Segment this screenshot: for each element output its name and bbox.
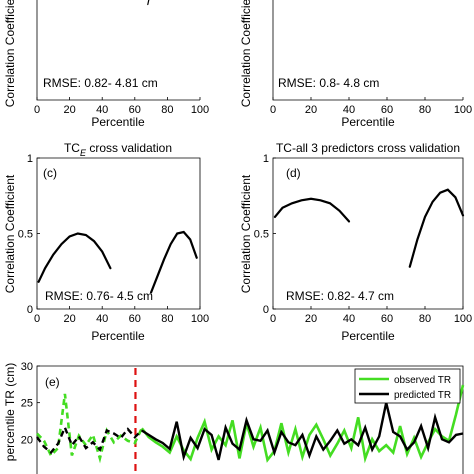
panel-a-xticks: 0 20 40 60 80 100 (34, 97, 209, 116)
panel-e-label: (e) (45, 375, 60, 389)
panel-c-lines (37, 230, 198, 294)
y-tick-label: 0 (27, 304, 33, 316)
y-tick-label: 0.5 (254, 229, 269, 241)
panel-a-xlabel: Percentile (91, 115, 145, 129)
panel-d: TC-all 3 predictors cross validation Cor… (239, 141, 472, 343)
x-tick-label: 40 (343, 313, 355, 325)
x-tick-label: 0 (34, 104, 40, 116)
correlation-line (37, 232, 112, 283)
panel-c-title: TCE cross validation (64, 141, 172, 158)
y-tick-label: 1 (263, 153, 269, 165)
panel-c-xticks: 0 20 40 60 80 100 (34, 306, 209, 325)
correlation-line (273, 197, 351, 223)
x-tick-label: 100 (454, 104, 472, 116)
x-tick-label: 20 (63, 104, 75, 116)
panel-c-axes (36, 157, 201, 310)
panel-c-label: (c) (43, 166, 57, 180)
panel-e-yticks: 20 25 30 (21, 361, 40, 446)
panel-e-series (36, 384, 465, 464)
legend-observed-label: observed TR (394, 375, 451, 386)
panel-b-rmse: RMSE: 0.8- 4.8 cm (278, 76, 379, 90)
y-tick-label: 0.5 (18, 229, 33, 241)
panel-a-lines (147, 0, 150, 6)
x-tick-label: 20 (305, 104, 317, 116)
y-tick-label: 20 (21, 434, 33, 446)
x-tick-label: 80 (161, 104, 173, 116)
correlation-line (147, 0, 150, 6)
x-tick-label: 60 (381, 313, 393, 325)
x-tick-label: 80 (419, 104, 431, 116)
panel-e-ylabel: percentile TR (cm) (3, 363, 17, 461)
panel-d-yticks: 00.51 (254, 153, 276, 316)
panel-d-title: TC-all 3 predictors cross validation (276, 141, 460, 155)
panel-b-xticks: 0 20 40 60 80 100 (270, 97, 472, 116)
legend-predicted-label: predicted TR (394, 390, 451, 401)
panel-a: Correlation Coefficient RMSE: 0.82- 4.81… (3, 0, 209, 129)
panel-d-xticks: 0 20 40 60 80 100 (270, 306, 472, 325)
y-tick-label: 0 (263, 304, 269, 316)
x-tick-label: 0 (270, 104, 276, 116)
x-tick-label: 0 (34, 313, 40, 325)
panel-b-xlabel: Percentile (341, 115, 395, 129)
x-tick-label: 40 (96, 104, 108, 116)
panel-d-ylabel: Correlation Coefficient (239, 174, 253, 293)
panel-b: Correlation Coefficient RMSE: 0.8- 4.8 c… (239, 0, 472, 129)
panel-d-rmse: RMSE: 0.82- 4.7 cm (286, 289, 394, 303)
legend-box (354, 368, 461, 404)
panel-e-axes (36, 365, 464, 474)
x-tick-label: 100 (191, 313, 209, 325)
series-line-validation (141, 402, 464, 462)
panel-c-rmse: RMSE: 0.76- 4.5 cm (45, 289, 153, 303)
y-tick-label: 30 (21, 361, 33, 373)
x-tick-label: 0 (270, 313, 276, 325)
x-tick-label: 20 (305, 313, 317, 325)
panel-e: percentile TR (cm) (e) 20 25 30 observed T… (3, 361, 465, 474)
panel-d-lines (273, 188, 465, 268)
x-tick-label: 100 (191, 104, 209, 116)
panel-e-legend: observed TR predicted TR (354, 368, 461, 404)
y-tick-label: 25 (21, 398, 33, 410)
panel-c: TCE cross validation Correlation Coeffic… (3, 141, 209, 343)
panel-d-label: (d) (286, 166, 301, 180)
series-line-calibration (36, 424, 143, 455)
x-tick-label: 100 (454, 313, 472, 325)
y-tick-label: 1 (27, 153, 33, 165)
x-tick-label: 60 (129, 104, 141, 116)
panel-d-axes (272, 157, 464, 310)
correlation-line (150, 230, 198, 294)
panel-c-ylabel: Correlation Coefficient (3, 174, 17, 293)
panel-c-xlabel: Percentile (91, 329, 145, 343)
correlation-line (408, 188, 465, 268)
x-tick-label: 20 (63, 313, 75, 325)
x-tick-label: 80 (419, 313, 431, 325)
x-tick-label: 60 (129, 313, 141, 325)
series-line-calibration (36, 393, 143, 464)
panel-c-yticks: 00.51 (18, 153, 40, 316)
panel-d-xlabel: Percentile (341, 329, 395, 343)
x-tick-label: 40 (343, 104, 355, 116)
x-tick-label: 80 (161, 313, 173, 325)
panel-a-ylabel: Correlation Coefficient (3, 0, 17, 107)
panel-b-ylabel: Correlation Coefficient (239, 0, 253, 107)
x-tick-label: 40 (96, 313, 108, 325)
panel-a-rmse: RMSE: 0.82- 4.81 cm (43, 76, 158, 90)
x-tick-label: 60 (381, 104, 393, 116)
